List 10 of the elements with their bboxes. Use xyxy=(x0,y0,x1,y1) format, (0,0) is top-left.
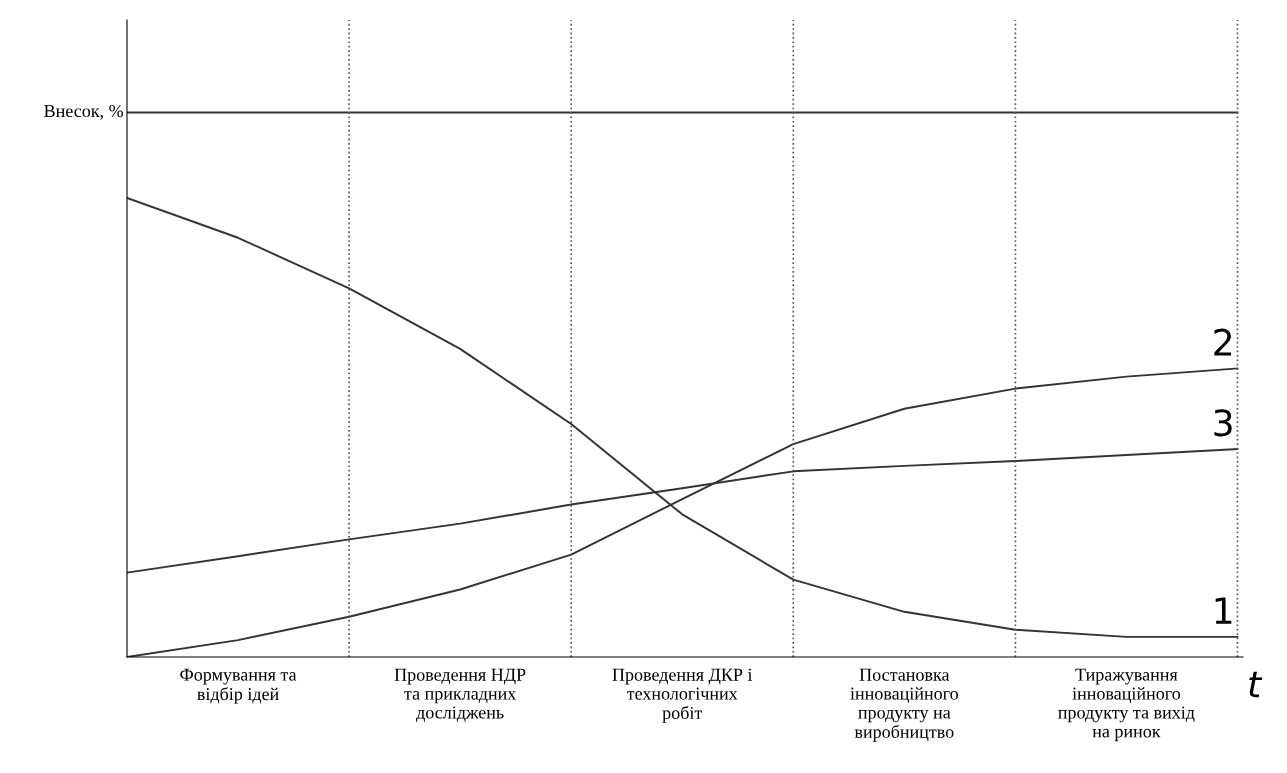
x-tick-label: Проведення НДР та прикладних досліджень xyxy=(394,668,526,722)
x-tick-label: Формування та відбір ідей xyxy=(180,668,297,704)
x-tick-label: Постановка інноваційного продукту на виробництво xyxy=(850,668,958,742)
y-axis-title: Внесок, % xyxy=(44,104,124,120)
x-axis-title: t xyxy=(1249,671,1263,698)
x-tick-label: Тиражування інноваційного продукту та вихід на ринок xyxy=(1058,668,1195,742)
series-label: 2 xyxy=(1214,328,1232,356)
series-label: 1 xyxy=(1215,597,1232,624)
series-label: 3 xyxy=(1214,409,1232,437)
x-tick-label: Проведення ДКР і технологічних робіт xyxy=(612,668,753,723)
